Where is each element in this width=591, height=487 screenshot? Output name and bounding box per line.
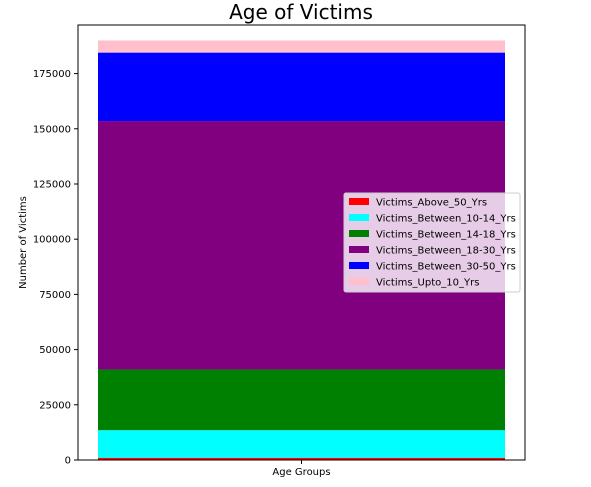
y-axis-label: Number of Victims <box>18 196 29 289</box>
legend-swatch-6 <box>349 278 369 285</box>
legend-label-1: Victims_Above_50_Yrs <box>376 198 487 209</box>
y-tick-label: 75000 <box>39 290 71 301</box>
legend-label-2: Victims_Between_10-14_Yrs <box>376 214 516 225</box>
y-tick-label: 125000 <box>33 179 71 190</box>
bar-segment-5 <box>98 52 505 122</box>
bar-segment-1 <box>98 457 505 460</box>
y-tick-label: 0 <box>65 456 71 467</box>
y-axis: 0 25000 50000 75000 100000 125000 150000 175000 <box>33 69 78 467</box>
y-tick-label: 25000 <box>39 400 71 411</box>
legend-frame <box>343 192 521 293</box>
legend-swatch-4 <box>349 246 369 253</box>
legend-label-5: Victims_Between_30-50_Yrs <box>376 262 516 273</box>
legend: Victims_Above_50_Yrs Victims_Between_10-1… <box>343 192 521 293</box>
bar-segment-6 <box>98 40 505 53</box>
y-tick-label: 150000 <box>33 124 71 135</box>
legend-swatch-1 <box>349 198 369 205</box>
legend-label-4: Victims_Between_18-30_Yrs <box>376 246 516 257</box>
bar-segment-3 <box>98 369 505 431</box>
chart-title: Age of Victims <box>229 0 373 24</box>
legend-swatch-3 <box>349 230 369 237</box>
legend-label-6: Victims_Upto_10_Yrs <box>376 278 479 289</box>
legend-swatch-5 <box>349 262 369 269</box>
y-tick-label: 175000 <box>33 69 71 80</box>
y-tick-label: 100000 <box>33 235 71 246</box>
bar-segment-2 <box>98 430 505 458</box>
x-axis-label: Age Groups <box>272 467 330 478</box>
legend-label-3: Victims_Between_14-18_Yrs <box>376 230 516 241</box>
legend-swatch-2 <box>349 214 369 221</box>
y-tick-label: 50000 <box>39 345 71 356</box>
